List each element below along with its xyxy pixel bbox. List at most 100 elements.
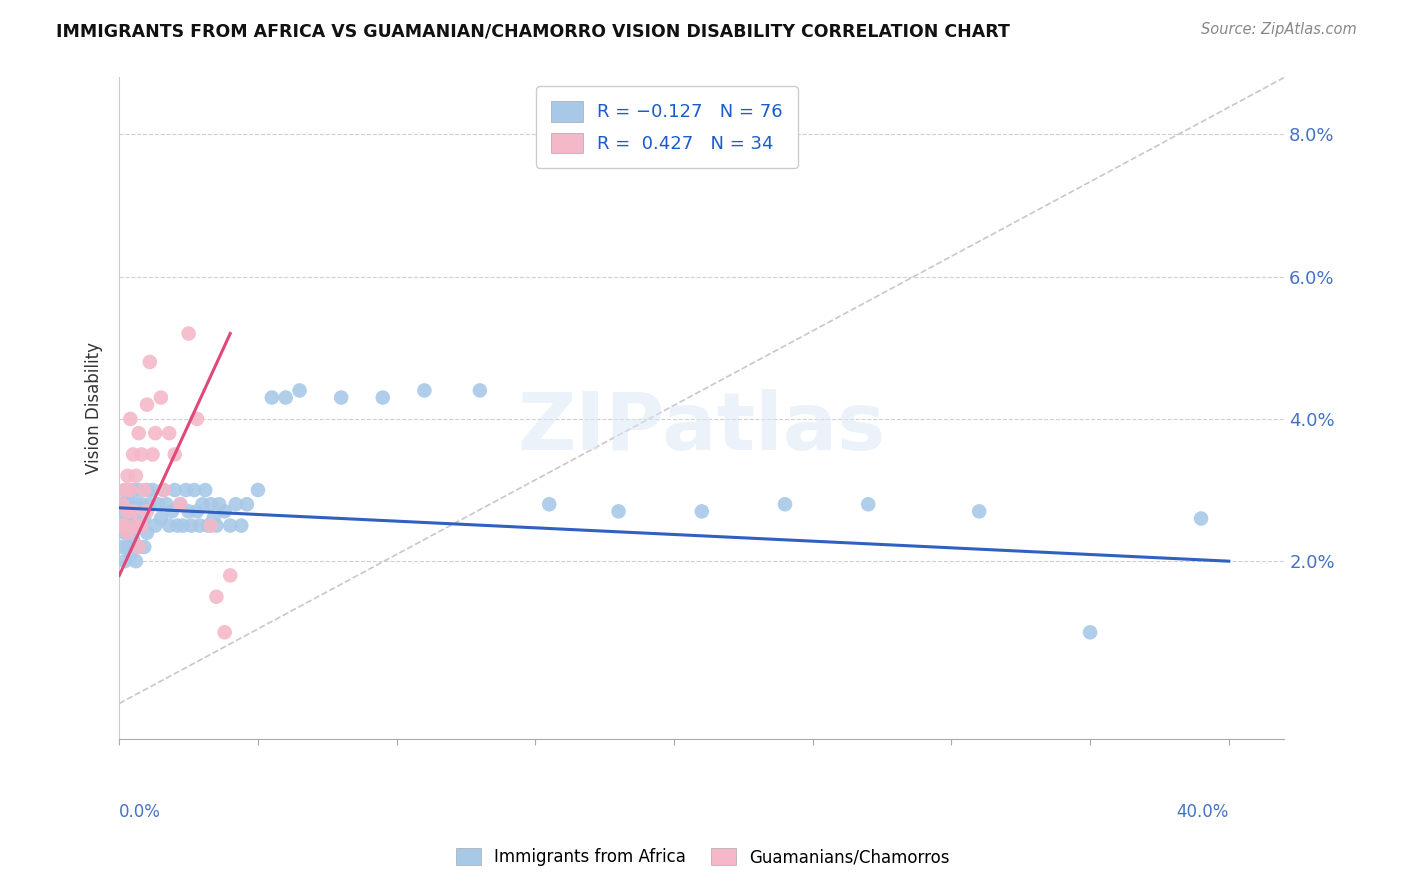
Point bbox=[143, 426, 166, 441]
Point bbox=[142, 447, 165, 461]
Point bbox=[122, 483, 145, 497]
Point bbox=[152, 483, 174, 497]
Point bbox=[120, 547, 142, 561]
Point bbox=[120, 497, 142, 511]
Point bbox=[214, 504, 236, 518]
Point bbox=[197, 518, 219, 533]
Point bbox=[225, 497, 247, 511]
Point bbox=[122, 511, 145, 525]
Point bbox=[200, 518, 222, 533]
Point bbox=[114, 518, 136, 533]
Point bbox=[177, 326, 200, 341]
Legend: R = −0.127   N = 76, R =  0.427   N = 34: R = −0.127 N = 76, R = 0.427 N = 34 bbox=[536, 87, 797, 168]
Point bbox=[125, 518, 148, 533]
Point bbox=[160, 504, 183, 518]
Point bbox=[120, 518, 142, 533]
Point bbox=[468, 384, 491, 398]
Point bbox=[149, 511, 172, 525]
Point bbox=[142, 483, 165, 497]
Point bbox=[371, 391, 394, 405]
Point bbox=[773, 497, 796, 511]
Point bbox=[274, 391, 297, 405]
Point bbox=[128, 483, 150, 497]
Point bbox=[967, 504, 990, 518]
Point bbox=[1189, 511, 1212, 525]
Point bbox=[208, 497, 231, 511]
Point bbox=[111, 497, 134, 511]
Point bbox=[131, 518, 153, 533]
Point bbox=[120, 483, 142, 497]
Point bbox=[186, 412, 208, 426]
Point bbox=[125, 468, 148, 483]
Point bbox=[122, 447, 145, 461]
Point bbox=[117, 540, 139, 554]
Point bbox=[136, 525, 159, 540]
Point bbox=[172, 518, 194, 533]
Point bbox=[231, 518, 253, 533]
Point bbox=[607, 504, 630, 518]
Point bbox=[146, 497, 169, 511]
Point bbox=[186, 504, 208, 518]
Point bbox=[152, 483, 174, 497]
Point bbox=[131, 518, 153, 533]
Y-axis label: Vision Disability: Vision Disability bbox=[86, 343, 103, 475]
Point bbox=[131, 447, 153, 461]
Point bbox=[246, 483, 269, 497]
Point bbox=[114, 554, 136, 568]
Point bbox=[194, 483, 217, 497]
Point bbox=[139, 497, 162, 511]
Point bbox=[117, 490, 139, 504]
Point bbox=[200, 497, 222, 511]
Point bbox=[169, 497, 191, 511]
Point bbox=[149, 391, 172, 405]
Point bbox=[413, 384, 436, 398]
Point bbox=[136, 504, 159, 518]
Point bbox=[139, 355, 162, 369]
Legend: Immigrants from Africa, Guamanians/Chamorros: Immigrants from Africa, Guamanians/Chamo… bbox=[447, 840, 959, 875]
Point bbox=[174, 483, 197, 497]
Point bbox=[163, 483, 186, 497]
Point bbox=[260, 391, 283, 405]
Text: 40.0%: 40.0% bbox=[1177, 803, 1229, 821]
Point bbox=[111, 504, 134, 518]
Point bbox=[114, 497, 136, 511]
Point bbox=[157, 426, 180, 441]
Point bbox=[136, 398, 159, 412]
Point bbox=[117, 525, 139, 540]
Point bbox=[111, 518, 134, 533]
Point bbox=[690, 504, 713, 518]
Point bbox=[177, 504, 200, 518]
Point bbox=[111, 540, 134, 554]
Point bbox=[163, 447, 186, 461]
Point bbox=[122, 504, 145, 518]
Text: IMMIGRANTS FROM AFRICA VS GUAMANIAN/CHAMORRO VISION DISABILITY CORRELATION CHART: IMMIGRANTS FROM AFRICA VS GUAMANIAN/CHAM… bbox=[56, 22, 1010, 40]
Point bbox=[155, 497, 177, 511]
Point bbox=[122, 533, 145, 547]
Point bbox=[183, 483, 205, 497]
Point bbox=[236, 497, 259, 511]
Point bbox=[134, 511, 156, 525]
Point bbox=[205, 590, 228, 604]
Point bbox=[117, 504, 139, 518]
Point bbox=[120, 412, 142, 426]
Point bbox=[188, 518, 211, 533]
Point bbox=[288, 384, 311, 398]
Point bbox=[134, 540, 156, 554]
Point bbox=[169, 497, 191, 511]
Point bbox=[128, 426, 150, 441]
Point bbox=[114, 483, 136, 497]
Point bbox=[214, 625, 236, 640]
Point bbox=[219, 568, 242, 582]
Point bbox=[117, 468, 139, 483]
Point bbox=[117, 525, 139, 540]
Point bbox=[219, 518, 242, 533]
Point bbox=[538, 497, 561, 511]
Point bbox=[111, 518, 134, 533]
Point bbox=[330, 391, 353, 405]
Point bbox=[180, 518, 202, 533]
Point bbox=[205, 518, 228, 533]
Point bbox=[117, 504, 139, 518]
Text: ZIPatlas: ZIPatlas bbox=[517, 389, 886, 467]
Point bbox=[136, 483, 159, 497]
Point bbox=[202, 511, 225, 525]
